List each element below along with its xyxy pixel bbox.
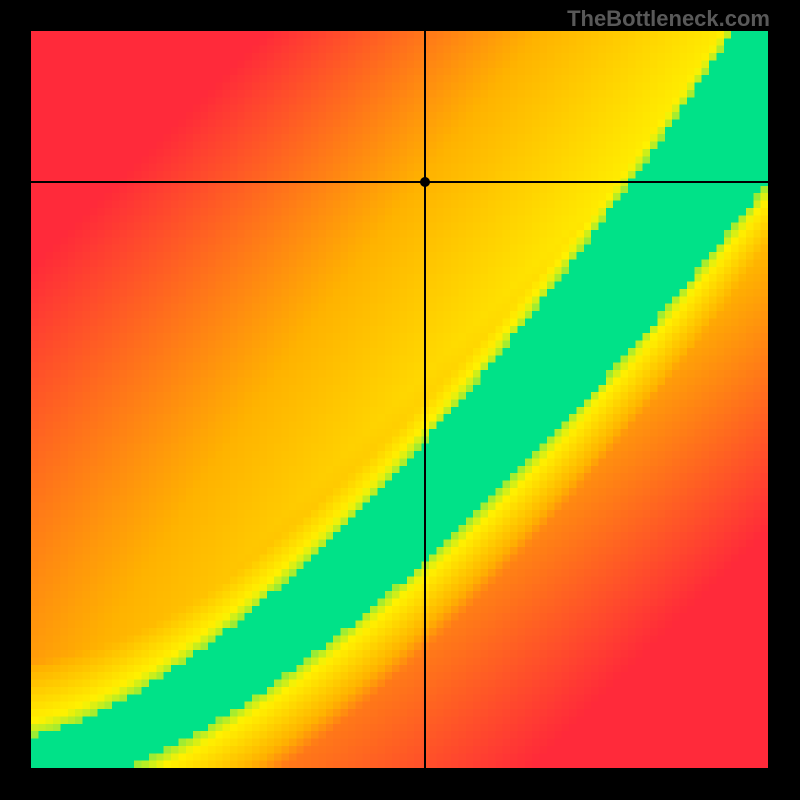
crosshair-point xyxy=(420,177,430,187)
crosshair-horizontal xyxy=(31,181,768,183)
heatmap-plot xyxy=(31,31,768,768)
crosshair-vertical xyxy=(424,31,426,768)
watermark-text: TheBottleneck.com xyxy=(567,6,770,32)
heatmap-canvas xyxy=(31,31,768,768)
